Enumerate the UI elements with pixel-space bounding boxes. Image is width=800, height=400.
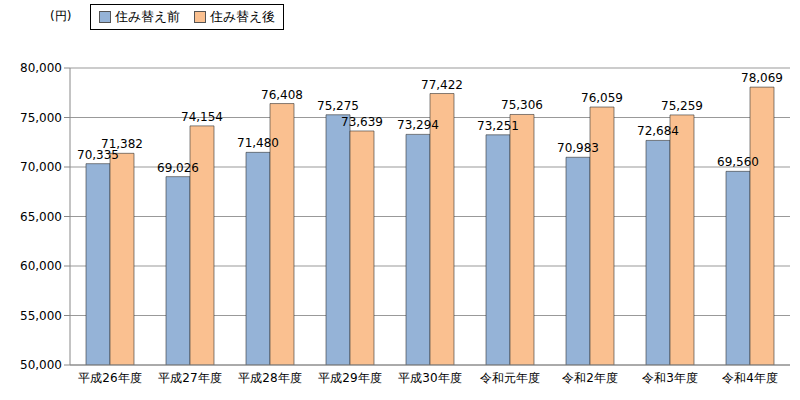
svg-text:73,294: 73,294	[397, 118, 439, 132]
svg-text:平成30年度: 平成30年度	[398, 371, 461, 385]
svg-text:71,382: 71,382	[101, 137, 143, 151]
svg-text:平成29年度: 平成29年度	[318, 371, 381, 385]
svg-text:77,422: 77,422	[421, 78, 463, 92]
svg-text:令和4年度: 令和4年度	[722, 371, 778, 385]
svg-text:70,335: 70,335	[77, 147, 119, 162]
svg-text:78,069: 78,069	[741, 71, 783, 85]
svg-text:65,000: 65,000	[20, 210, 62, 224]
svg-text:平成28年度: 平成28年度	[238, 371, 301, 385]
svg-text:50,000: 50,000	[20, 358, 62, 372]
svg-text:75,259: 75,259	[661, 99, 703, 113]
svg-text:76,408: 76,408	[261, 88, 303, 102]
svg-text:令和元年度: 令和元年度	[480, 371, 540, 385]
html-text:(円): (円)	[50, 9, 72, 23]
svg-text:72,684: 72,684	[637, 124, 679, 138]
svg-text:74,154: 74,154	[181, 110, 223, 124]
html-text:住み替え後: 住み替え後	[210, 9, 275, 24]
svg-text:69,560: 69,560	[717, 155, 759, 169]
svg-text:73,251: 73,251	[477, 119, 519, 133]
svg-text:令和2年度: 令和2年度	[562, 371, 618, 385]
svg-text:70,983: 70,983	[557, 141, 599, 155]
svg-text:75,306: 75,306	[501, 98, 543, 112]
html-text:住み替え前: 住み替え前	[115, 9, 180, 24]
svg-text:69,026: 69,026	[157, 161, 199, 175]
svg-text:令和3年度: 令和3年度	[642, 371, 698, 385]
svg-text:60,000: 60,000	[20, 259, 62, 273]
svg-text:70,000: 70,000	[20, 160, 62, 174]
svg-text:75,275: 75,275	[317, 99, 359, 113]
svg-text:75,000: 75,000	[20, 111, 62, 125]
svg-text:55,000: 55,000	[20, 309, 62, 323]
svg-text:平成26年度: 平成26年度	[78, 371, 141, 385]
svg-text:平成27年度: 平成27年度	[158, 371, 221, 385]
svg-text:71,480: 71,480	[237, 136, 279, 150]
svg-text:76,059: 76,059	[581, 91, 623, 105]
svg-text:80,000: 80,000	[20, 61, 62, 75]
svg-text:73,639: 73,639	[341, 115, 383, 129]
